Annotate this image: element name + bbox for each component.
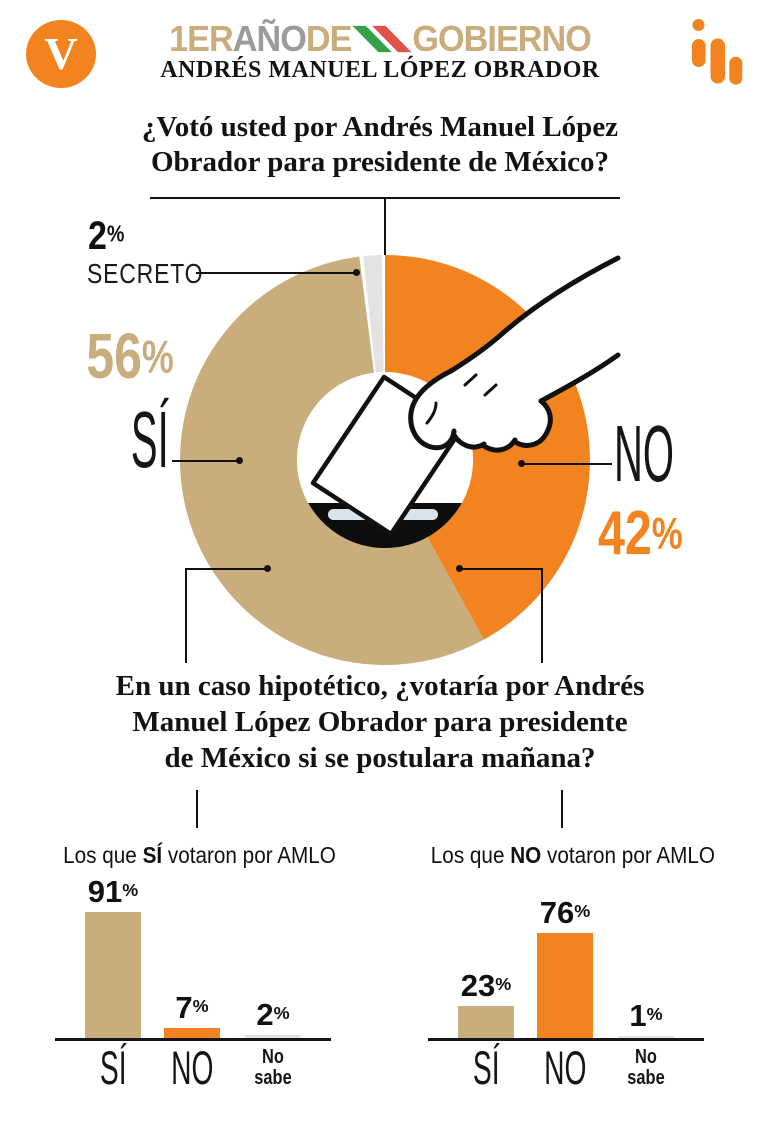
bracket-left-dot	[264, 565, 271, 572]
chart-title-yes-voters: Los que SÍ votaron por AMLO	[63, 842, 337, 868]
bar-chart-yes-voters: Los que SÍ votaron por AMLO 91% 7% 2% SÍ…	[30, 834, 370, 1114]
bracket-right-dot	[456, 565, 463, 572]
bar-group-si: 23%	[458, 970, 514, 1038]
no-label: NO	[614, 409, 674, 498]
secreto-value: 2%	[88, 214, 125, 258]
bar-value: 76%	[539, 894, 591, 930]
question-2: En un caso hipotético, ¿votaría por Andr…	[50, 668, 710, 776]
question1-connector-vertical	[384, 197, 386, 255]
x-axis	[428, 1038, 704, 1041]
si-label: SÍ	[131, 395, 169, 484]
question2-connector-right	[561, 790, 563, 828]
category-label-no-sabe: No sabe	[627, 1046, 665, 1089]
x-axis	[55, 1038, 331, 1041]
bar-value: 7%	[175, 990, 209, 1026]
bar-no-sabe	[245, 1035, 301, 1038]
publisher-logo: V	[26, 20, 96, 88]
ballot-hand-illustration	[408, 255, 621, 453]
donut-segment-secreto	[363, 255, 384, 373]
category-label-no-sabe: No sabe	[254, 1046, 292, 1089]
bar-group-no-sabe: 1%	[618, 1000, 674, 1038]
bar-group-no: 7%	[164, 992, 220, 1038]
bar-value: 1%	[629, 998, 663, 1033]
secreto-callout-dot	[353, 269, 360, 276]
bar-no	[537, 932, 593, 1038]
bar-value: 23%	[460, 968, 512, 1004]
no-value: 42%	[597, 499, 683, 568]
donut-chart	[179, 255, 621, 665]
category-label-si: SÍ	[99, 1041, 127, 1094]
si-value: 56%	[86, 320, 174, 392]
no-callout-dot	[518, 460, 525, 467]
secreto-label: SECRETO	[87, 258, 204, 289]
question-1: ¿Votó usted por Andrés Manuel López Obra…	[80, 110, 680, 180]
publisher-logo-letter: V	[44, 28, 78, 79]
bar-value: 91%	[87, 874, 139, 909]
bar-chart-no-voters: Los que NO votaron por AMLO 23% 76% 1% S…	[403, 834, 743, 1114]
bar-no-sabe	[618, 1036, 674, 1038]
si-callout-dot	[236, 457, 243, 464]
question-2-line-3: de México si se postulara mañana?	[164, 742, 596, 774]
question2-connector-left	[196, 790, 198, 828]
bar-group-si: 91%	[85, 876, 141, 1038]
title-part-1er: 1ER	[169, 18, 234, 59]
bar-si	[458, 1006, 514, 1038]
bar-value: 2%	[256, 997, 290, 1033]
question-1-line-2: Obrador para presidente de México?	[150, 146, 610, 178]
question-1-line-1: ¿Votó usted por Andrés Manuel López	[141, 111, 619, 143]
bracket-right-horizontal	[458, 568, 543, 570]
category-label-si: SÍ	[472, 1041, 500, 1094]
bar-no	[164, 1028, 220, 1038]
donut-segment-sí	[179, 256, 484, 665]
secreto-callout-line	[196, 272, 356, 274]
category-label-no: NO	[543, 1041, 587, 1094]
bar-si	[85, 912, 141, 1038]
mexican-flag-icon	[352, 25, 412, 53]
bar-group-no-sabe: 2%	[245, 999, 301, 1038]
chart-title-no-voters: Los que NO votaron por AMLO	[430, 842, 716, 868]
question-2-line-2: Manuel López Obrador para presidente	[132, 706, 628, 738]
title-part-ano: AÑO	[232, 18, 307, 59]
si-callout-line	[172, 460, 240, 462]
no-callout-line	[522, 463, 612, 465]
bracket-left-horizontal	[185, 568, 270, 570]
bracket-right-vertical	[541, 568, 543, 663]
header-subtitle: ANDRÉS MANUEL LÓPEZ OBRADOR	[160, 57, 600, 83]
bar-group-no: 76%	[537, 897, 593, 1038]
bracket-left-vertical	[185, 568, 187, 663]
category-label-no: NO	[170, 1041, 214, 1094]
stats-bars-icon	[692, 19, 743, 85]
title-part-de: DE	[305, 18, 353, 59]
title-part-gobierno: GOBIERNO	[412, 18, 592, 59]
question-2-line-1: En un caso hipotético, ¿votaría por Andr…	[115, 670, 645, 702]
header-title: 1ERAÑODE GOBIERNO	[95, 20, 665, 66]
